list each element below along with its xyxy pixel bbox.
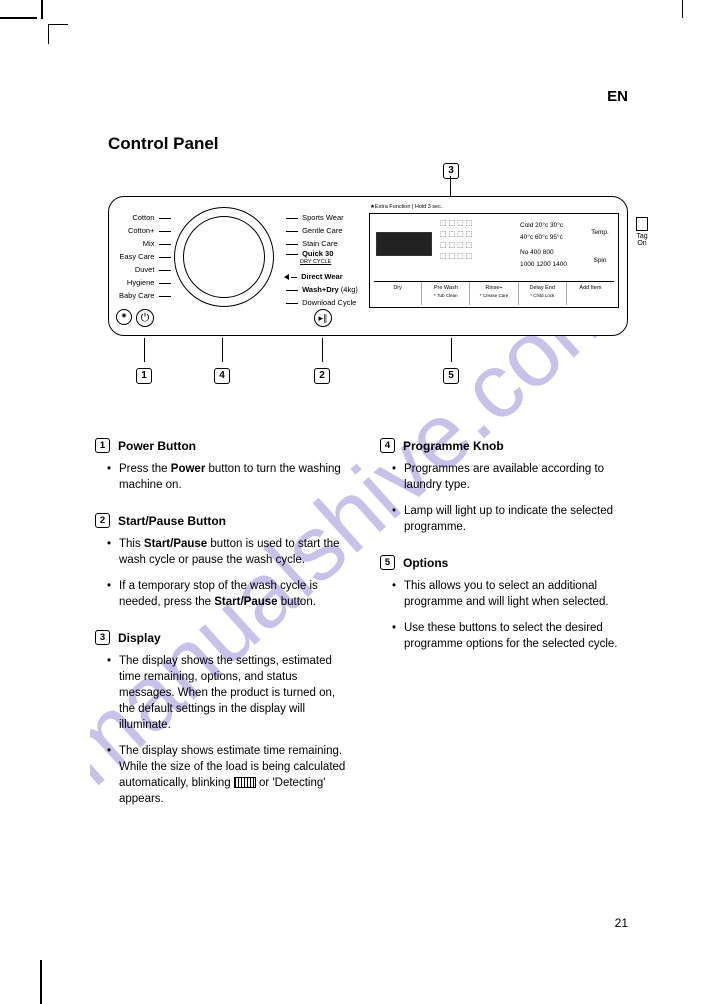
display-panel: ★Extra Function | Hold 3 sec. ⬚ ⬚ ⬚ ⬚⬚ ⬚… bbox=[369, 213, 619, 308]
extra-function-label: ★Extra Function | Hold 3 sec. bbox=[370, 204, 442, 210]
callout-4: 4 bbox=[214, 338, 230, 384]
spin-options: No 400 8001000 1200 1400 bbox=[520, 247, 567, 271]
bullet: Lamp will light up to indicate the selec… bbox=[404, 503, 635, 535]
nfc-tag-on: Tag On bbox=[633, 217, 651, 247]
page-number: 21 bbox=[615, 916, 628, 930]
callout-3-line bbox=[450, 176, 451, 196]
bullet: This allows you to select an additional … bbox=[404, 578, 635, 610]
temp-button: Temp. bbox=[586, 222, 614, 244]
crop-mark-tl bbox=[48, 24, 68, 44]
programmes-right: Sports Wear Gentle Care Stain Care Quick… bbox=[284, 211, 358, 309]
control-panel-figure: 3 Cotton Cotton+ Mix Easy Care Duvet Hyg… bbox=[108, 160, 628, 380]
temperature-options: Cold 20°c 30°c40°c 60°c 95°c bbox=[520, 220, 563, 244]
bullet: Programmes are available according to la… bbox=[404, 461, 635, 493]
programme-knob bbox=[174, 207, 274, 307]
callout-1: 1 bbox=[136, 338, 152, 384]
bullet: This Start/Pause button is used to start… bbox=[119, 536, 350, 568]
callout-3-top: 3 bbox=[443, 160, 459, 179]
option-buttons-row: DryPre Wash* Tub CleanRinse+* Crease Car… bbox=[374, 281, 614, 305]
care-icons: ⬚ ⬚ ⬚ ⬚⬚ ⬚ ⬚ ⬚⬚ ⬚ ⬚ ⬚⬚ ⬚ ⬚ ⬚ bbox=[440, 218, 472, 262]
callout-5: 5 bbox=[443, 338, 459, 384]
page-title: Control Panel bbox=[108, 134, 219, 154]
time-segment-display bbox=[376, 232, 432, 256]
bullet: Press the Power button to turn the washi… bbox=[119, 461, 350, 493]
callout-2: 2 bbox=[314, 338, 330, 384]
section-3: 3DisplayThe display shows the settings, … bbox=[95, 630, 350, 807]
callouts-bottom: 1 4 2 5 bbox=[108, 338, 628, 378]
smart-diagnosis-icon: ◉ bbox=[116, 309, 132, 325]
left-column: 1Power ButtonPress the Power button to t… bbox=[95, 438, 350, 827]
spin-button: Spin bbox=[586, 250, 614, 272]
control-panel: Cotton Cotton+ Mix Easy Care Duvet Hygie… bbox=[108, 196, 628, 336]
content-columns: 1Power ButtonPress the Power button to t… bbox=[95, 438, 635, 827]
section-2: 2Start/Pause ButtonThis Start/Pause butt… bbox=[95, 513, 350, 610]
language-label: EN bbox=[607, 88, 628, 105]
bullet: Use these buttons to select the desired … bbox=[404, 620, 635, 652]
programmes-left: Cotton Cotton+ Mix Easy Care Duvet Hygie… bbox=[119, 211, 173, 302]
section-4: 4Programme KnobProgrammes are available … bbox=[380, 438, 635, 535]
section-5: 5OptionsThis allows you to select an add… bbox=[380, 555, 635, 652]
right-column: 4Programme KnobProgrammes are available … bbox=[380, 438, 635, 827]
bullet: If a temporary stop of the wash cycle is… bbox=[119, 578, 350, 610]
power-button-icon: ⏻ bbox=[136, 309, 154, 327]
section-1: 1Power ButtonPress the Power button to t… bbox=[95, 438, 350, 493]
bullet: The display shows the settings, estimate… bbox=[119, 653, 350, 733]
start-pause-icon: ▸∥ bbox=[314, 309, 332, 327]
bullet: The display shows estimate time remainin… bbox=[119, 743, 350, 807]
